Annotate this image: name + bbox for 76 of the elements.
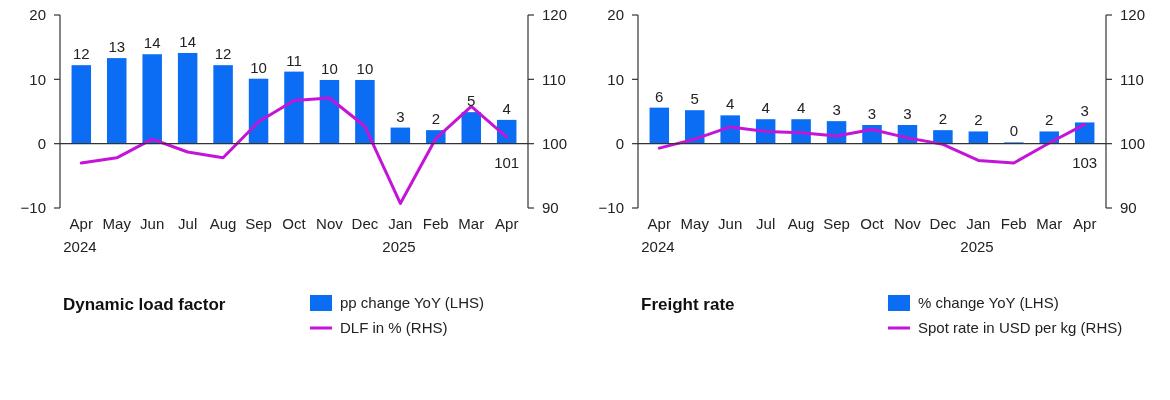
legend-label: DLF in % (RHS) [340, 319, 448, 337]
x-tick-label: Mar [458, 215, 485, 232]
x-tick-label: Apr [495, 215, 519, 232]
x-tick-label: Oct [282, 215, 307, 232]
data-label: 2 [1045, 111, 1054, 129]
data-label: 14 [143, 34, 161, 52]
x-tick-label: May [102, 215, 132, 232]
legend-label: Spot rate in USD per kg (RHS) [918, 319, 1123, 337]
y-tick-label: −10 [598, 199, 624, 217]
data-label: 2 [974, 111, 983, 129]
data-label: 3 [396, 107, 405, 125]
x-tick-label: Jun [718, 215, 743, 232]
x-tick-label: Sep [245, 215, 272, 232]
text: Freight rate [641, 295, 735, 314]
y2-tick-label: 90 [1120, 199, 1137, 217]
data-label: 2 [938, 110, 948, 128]
y-tick-label: 0 [37, 134, 46, 152]
y2-tick-label: 100 [1120, 134, 1146, 152]
data-label: 12 [214, 45, 232, 63]
x-tick-label: Jul [756, 215, 776, 232]
x-tick-label: Jan 2025 [960, 215, 994, 255]
y-tick-label: −10 [20, 199, 46, 217]
data-label: 0 [1009, 122, 1018, 140]
x-tick-label: Dec [351, 215, 379, 232]
data-label: 10 [321, 59, 338, 77]
x-tick-label: Aug [209, 215, 237, 232]
x-tick-label: Nov [316, 215, 344, 232]
x-tick-label: Oct [860, 215, 885, 232]
data-label: 3 [1080, 102, 1089, 120]
data-label: 4 [502, 99, 511, 117]
x-tick-label: Apr [1073, 215, 1097, 232]
x-tick-label: Feb [1000, 215, 1027, 232]
data-label: 2 [431, 110, 440, 128]
y-tick-label: 0 [615, 134, 624, 152]
y2-tick-label: 110 [1120, 70, 1144, 88]
y-tick-label: 20 [29, 6, 46, 24]
x-tick-label: Aug [787, 215, 815, 232]
data-label: 101 [494, 153, 520, 171]
x-tick-label: Nov [894, 215, 922, 232]
legend-label: pp change YoY (LHS) [340, 294, 485, 312]
x-tick-label: Jul [178, 215, 198, 232]
x-tick-label: Apr 2024 [641, 215, 675, 255]
y2-tick-label: 120 [542, 6, 568, 24]
data-label: 4 [796, 99, 806, 117]
y2-tick-label: 90 [542, 199, 559, 217]
y2-tick-label: 120 [1120, 6, 1146, 24]
data-label: 3 [832, 101, 841, 119]
x-tick-label: Sep [823, 215, 850, 232]
data-label: 10 [250, 58, 267, 76]
data-label: 103 [1072, 153, 1098, 171]
x-tick-label: Dec [929, 215, 957, 232]
data-label: 6 [655, 87, 664, 105]
data-label: 4 [726, 95, 735, 113]
x-tick-label: Feb [422, 215, 449, 232]
data-label: 5 [467, 92, 476, 110]
x-tick-label: May [680, 215, 710, 232]
y-tick-label: 10 [607, 70, 624, 88]
data-label: 5 [690, 90, 699, 108]
data-label: 14 [179, 32, 196, 50]
text: Dynamic load factor [63, 295, 226, 314]
x-tick-label: Mar [1036, 215, 1063, 232]
y-tick-label: 10 [29, 70, 46, 88]
y-tick-label: 20 [607, 6, 624, 24]
data-label: 3 [867, 105, 877, 123]
x-tick-label: Apr 2024 [63, 215, 97, 255]
y2-tick-label: 100 [542, 134, 568, 152]
y2-tick-label: 110 [542, 70, 566, 88]
data-label: 4 [761, 99, 770, 117]
data-label: 10 [356, 59, 374, 77]
data-label: 12 [72, 45, 90, 63]
x-tick-label: Jan 2025 [382, 215, 416, 255]
legend-label: % change YoY (LHS) [918, 294, 1059, 312]
data-label: 3 [903, 105, 912, 123]
data-label: 11 [286, 51, 302, 69]
x-tick-label: Jun [140, 215, 165, 232]
data-label: 13 [108, 38, 126, 56]
